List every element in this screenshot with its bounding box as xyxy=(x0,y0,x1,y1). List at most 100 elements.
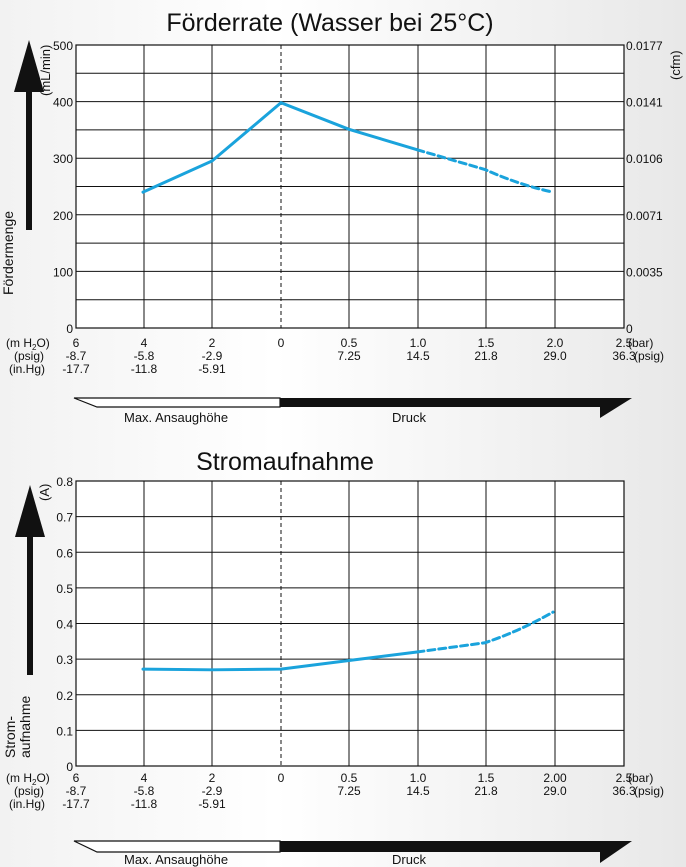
x-tick-bar: 6 xyxy=(73,336,80,350)
axis-unit-bar: (bar) xyxy=(628,336,653,350)
x-tick-bar: 2 xyxy=(209,771,216,785)
x-tick-psig: 36.3 xyxy=(612,349,636,363)
y-tick-label: 100 xyxy=(53,265,73,279)
x-tick-inhg: -11.8 xyxy=(131,362,158,376)
x-tick-inhg: -5.91 xyxy=(198,362,226,376)
y-tick-label: 0.8 xyxy=(56,475,73,489)
x-tick-psig: 36.3 xyxy=(612,784,636,798)
x-tick-psig: 14.5 xyxy=(406,784,430,798)
chart1-y-arrow xyxy=(14,40,44,230)
x-tick-bar: 4 xyxy=(141,336,148,350)
curve-dashed-segment xyxy=(415,148,555,194)
y-tick-label: 0.3 xyxy=(56,653,73,667)
x-tick-psig: 21.8 xyxy=(474,784,498,798)
axis-unit-psig-right-2: (psig) xyxy=(634,784,664,798)
x-tick-bar: 2.5 xyxy=(616,771,633,785)
y-tick-label: 0.2 xyxy=(56,689,73,703)
y-tick-label: 0.7 xyxy=(56,511,73,525)
chart1-y-unit-right: (cfm) xyxy=(668,50,683,80)
chart1-y-label: Fördermenge xyxy=(0,211,16,295)
x-tick-inhg: -5.91 xyxy=(198,797,226,811)
chart1-y-ticks-right: 0 0.0035 0.0071 0.0106 0.0141 0.0177 xyxy=(626,39,663,336)
pressure-label: Druck xyxy=(392,410,426,425)
curve-dashed-segment xyxy=(415,610,555,654)
y-tick-label: 300 xyxy=(53,152,73,166)
current-draw-chart: Stromaufnahme 00.10.20.30.40.50.60.70.8 … xyxy=(2,448,664,867)
x-tick-bar: 0.5 xyxy=(341,771,358,785)
chart2-y-label-line1: Strom- xyxy=(2,716,18,758)
x-tick-bar: 2.0 xyxy=(547,336,564,350)
y-tick-label-right: 0.0071 xyxy=(626,209,663,223)
x-tick-bar: 0 xyxy=(278,336,285,350)
axis-unit-inhg: (in.Hg) xyxy=(9,362,45,376)
y-tick-label: 0.5 xyxy=(56,582,73,596)
x-tick-bar: 1.5 xyxy=(478,336,495,350)
x-tick-psig: 29.0 xyxy=(543,784,567,798)
x-tick-psig: -8.7 xyxy=(66,784,87,798)
axis-unit-psig: (psig) xyxy=(14,349,44,363)
x-tick-psig: 7.25 xyxy=(337,784,361,798)
axis-unit-psig-2: (psig) xyxy=(14,784,44,798)
x-tick-psig: -8.7 xyxy=(66,349,87,363)
chart2-direction-arrow: Max. Ansaughöhe Druck xyxy=(73,840,632,867)
x-tick-inhg: -17.7 xyxy=(62,362,90,376)
axis-unit-mh2o: (m H2O) xyxy=(6,336,50,352)
chart1-y-ticks: 0 100 200 300 400 500 xyxy=(53,39,73,336)
flow-rate-chart: Förderrate (Wasser bei 25°C) 01002003004… xyxy=(0,9,683,425)
x-tick-bar: 2 xyxy=(209,336,216,350)
x-tick-bar: 2.00 xyxy=(543,771,567,785)
x-tick-bar: 1.0 xyxy=(410,336,427,350)
axis-unit-inhg-2: (in.Hg) xyxy=(9,797,45,811)
x-tick-psig: 21.8 xyxy=(474,349,498,363)
suction-label-2: Max. Ansaughöhe xyxy=(124,852,228,867)
x-tick-inhg: -11.8 xyxy=(131,797,158,811)
chart2-axis-units: (m H2O) (psig) (in.Hg) (bar) (psig) xyxy=(6,771,664,811)
y-tick-label: 0 xyxy=(66,322,73,336)
x-tick-bar: 6 xyxy=(73,771,80,785)
x-tick-psig: 29.0 xyxy=(543,349,567,363)
suction-label: Max. Ansaughöhe xyxy=(124,410,228,425)
chart2-y-unit-left: (A) xyxy=(37,484,52,501)
x-tick-bar: 1.0 xyxy=(410,771,427,785)
x-tick-psig: 7.25 xyxy=(337,349,361,363)
axis-unit-psig-right: (psig) xyxy=(634,349,664,363)
chart1-curves xyxy=(141,101,555,194)
y-tick-label: 0.6 xyxy=(56,546,73,560)
axis-unit-mh2o-2: (m H2O) xyxy=(6,771,50,787)
chart2-y-ticks: 0 0.1 0.2 0.3 0.4 0.5 0.6 0.7 0.8 xyxy=(56,475,73,774)
chart1-axis-units: (m H2O) (psig) (in.Hg) (bar) (psig) xyxy=(6,336,664,376)
y-tick-label: 200 xyxy=(53,209,73,223)
x-tick-psig: -5.8 xyxy=(134,784,155,798)
y-tick-label-right: 0.0035 xyxy=(626,265,663,279)
chart1-direction-arrow: Max. Ansaughöhe Druck xyxy=(73,397,632,425)
axis-unit-bar-2: (bar) xyxy=(628,771,653,785)
x-tick-psig: -2.9 xyxy=(202,349,223,363)
chart2-curves xyxy=(141,610,555,672)
curve-solid-segment xyxy=(141,650,419,672)
y-tick-label: 400 xyxy=(53,96,73,110)
y-tick-label-right: 0 xyxy=(626,322,633,336)
x-tick-bar: 0.5 xyxy=(341,336,358,350)
x-tick-bar: 1.5 xyxy=(478,771,495,785)
x-tick-psig: -5.8 xyxy=(134,349,155,363)
chart1-x-tick-labels: 6-8.7-17.7 4-5.8-11.8 2-2.9-5.91 0 0.57.25 1.… xyxy=(62,336,636,376)
y-tick-label: 500 xyxy=(53,39,73,53)
y-tick-label-right: 0.0177 xyxy=(626,39,663,53)
x-tick-bar: 4 xyxy=(141,771,148,785)
x-tick-psig: -2.9 xyxy=(202,784,223,798)
y-tick-label-right: 0.0106 xyxy=(626,152,663,166)
chart1-title: Förderrate (Wasser bei 25°C) xyxy=(166,9,493,37)
y-tick-label-right: 0.0141 xyxy=(626,96,663,110)
y-tick-label: 0 xyxy=(66,760,73,774)
chart2-y-arrow xyxy=(15,485,45,675)
x-tick-bar: 2.5 xyxy=(616,336,633,350)
y-tick-label: 0.1 xyxy=(56,724,73,738)
pressure-label-2: Druck xyxy=(392,852,426,867)
chart2-x-tick-labels: 6-8.7-17.7 4-5.8-11.8 2-2.9-5.91 0 0.57.25 1.… xyxy=(62,771,636,811)
x-tick-psig: 14.5 xyxy=(406,349,430,363)
x-tick-bar: 0 xyxy=(278,771,285,785)
chart2-grid xyxy=(75,480,625,767)
y-tick-label: 0.4 xyxy=(56,618,73,632)
chart1-y-unit-left: (mL/min) xyxy=(38,45,53,96)
